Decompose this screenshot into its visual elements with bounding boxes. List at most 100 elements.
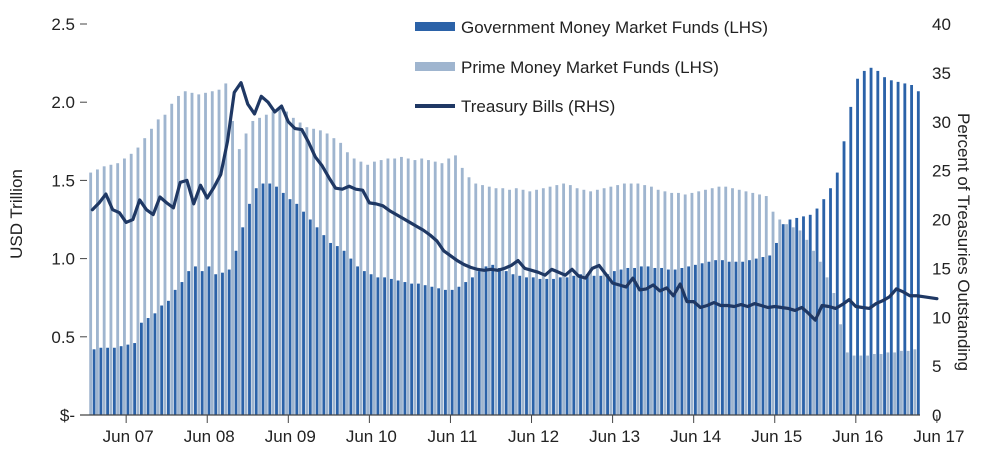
government-bar [342,250,346,415]
prime-bar [622,183,626,415]
government-bar [896,81,900,416]
x-axis-ticks: Jun 07 Jun 08 Jun 09 Jun 10 Jun 11 Jun 12 Jun … [103,415,964,446]
prime-bar [514,188,518,415]
prime-bar [690,192,694,415]
government-bar [815,208,819,415]
left-tick-label: 1.0 [51,250,75,269]
x-tick-label: Jun 10 [346,427,397,446]
prime-bar [704,189,707,415]
prime-bar [487,186,491,415]
right-tick-label: 15 [932,259,951,278]
prime-bar [352,158,356,415]
prime-bar [325,133,329,416]
x-tick-label: Jun 07 [103,427,154,446]
prime-bar [616,185,620,415]
prime-bar [508,189,511,415]
prime-bar [839,324,843,415]
government-bar [92,349,96,415]
government-bar [842,141,846,416]
prime-bar [231,120,234,415]
left-tick-label: 1.5 [51,171,75,190]
government-bar [329,242,332,415]
government-bar [862,70,866,416]
government-bar [335,246,339,415]
prime-bar [359,161,363,415]
government-bar [545,278,549,415]
right-axis-ticks: 0510152025303540 [932,15,951,425]
government-bar [612,271,616,415]
treasury-bills-line [90,81,939,322]
government-bar [383,277,387,415]
government-bar [302,211,305,415]
prime-bar [258,117,261,415]
prime-bar [170,103,174,415]
government-bar [389,278,393,415]
government-bar [910,85,914,415]
prime-bar [893,352,897,415]
government-bar [748,260,751,415]
government-bar [883,77,886,416]
prime-bar [494,188,498,415]
government-bar [167,300,170,415]
government-bar [714,260,718,415]
government-bar [903,83,907,416]
government-bar [511,274,515,415]
government-bar [423,285,427,415]
prime-bar [656,189,660,415]
prime-bar [609,186,613,415]
x-tick-label: Jun 13 [589,427,640,446]
legend: Government Money Market Funds (LHS) Prim… [415,18,768,116]
prime-bar [575,188,579,415]
prime-bar [528,191,532,415]
prime-bar [129,153,133,415]
government-bar [849,106,853,415]
government-bar [214,274,218,415]
prime-bar [845,352,849,415]
government-bar [173,289,177,415]
prime-bar [589,191,593,415]
prime-bar [697,191,701,415]
prime-bar [136,147,140,415]
government-bar [376,277,380,415]
prime-bar [454,155,457,415]
government-bar [221,272,224,415]
government-bar [268,183,272,415]
government-bar [788,219,792,415]
prime-bar [785,224,788,415]
right-tick-label: 5 [932,357,941,376]
government-bar [194,266,197,415]
prime-bar [433,161,437,415]
right-tick-label: 30 [932,113,951,132]
government-bar [768,255,772,415]
government-bar [802,216,805,415]
left-tick-label: 2.5 [51,15,75,34]
prime-bar [582,189,586,415]
prime-bar [899,350,903,415]
x-tick-label: Jun 17 [913,427,964,446]
government-bar [119,346,123,415]
right-tick-label: 25 [932,162,951,181]
prime-bar [210,91,214,415]
prime-bar [150,128,153,416]
prime-bar [541,188,545,415]
prime-bar [379,160,383,415]
prime-bar [825,277,829,415]
prime-bar [291,117,295,415]
government-bar [234,250,238,415]
prime-bar [264,114,268,416]
government-bar [99,347,103,415]
prime-bar [886,352,890,415]
left-tick-label: 2.0 [51,93,75,112]
government-bar [876,70,880,416]
government-bar [835,172,839,415]
prime-bar [224,83,228,416]
prime-bar [312,128,316,416]
government-bar [133,343,137,415]
government-bar [180,282,184,415]
prime-bar [244,133,248,416]
prime-bar [197,94,201,415]
prime-bar [278,108,282,416]
prime-bar [366,164,370,415]
government-bar [572,275,576,415]
government-bar [106,347,110,415]
